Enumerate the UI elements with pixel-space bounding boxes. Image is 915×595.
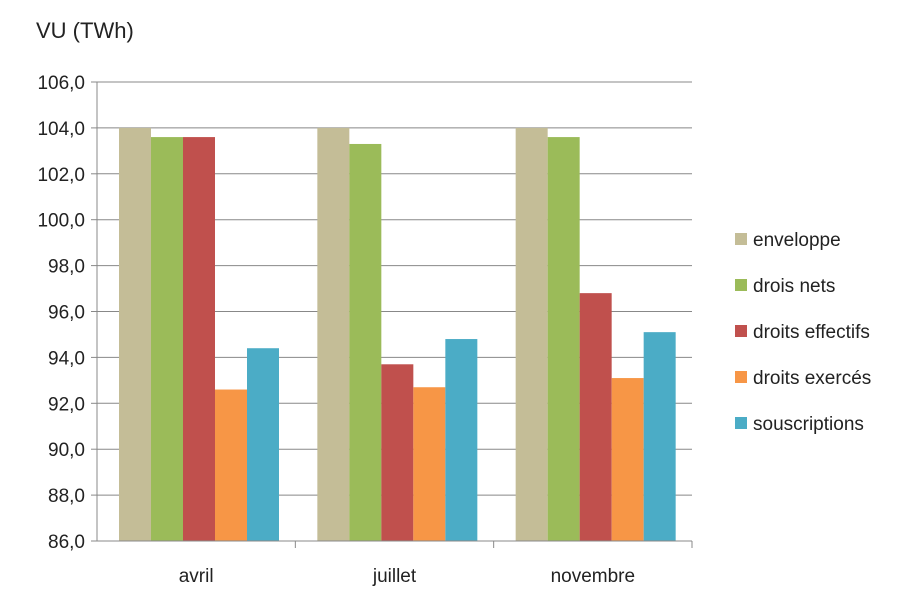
y-tick-label: 88,0 [48, 486, 85, 507]
legend-swatch [735, 279, 747, 291]
bar-souscriptions-juillet [445, 339, 478, 541]
y-tick-label: 92,0 [48, 394, 85, 415]
bar-enveloppe-avril [119, 127, 151, 542]
legend-swatch [735, 417, 747, 429]
legend-label: drois nets [753, 276, 835, 297]
bar-droits-effectifs-novembre [579, 293, 612, 541]
legend-label: souscriptions [753, 414, 864, 435]
x-category-label: avril [179, 566, 214, 587]
bar-enveloppe-novembre [515, 127, 548, 542]
y-tick-label: 100,0 [37, 211, 85, 232]
y-tick-label: 98,0 [48, 257, 85, 278]
legend-swatch [735, 233, 747, 245]
legend-label: enveloppe [753, 230, 841, 251]
y-tick-label: 96,0 [48, 303, 85, 324]
bar-drois-nets-avril [151, 137, 183, 541]
x-category-label: novembre [551, 566, 636, 587]
legend: enveloppe drois nets droits effectifs droit… [735, 230, 871, 435]
y-tick-label: 94,0 [48, 348, 85, 369]
y-tick-label: 86,0 [48, 532, 85, 553]
bars [119, 127, 676, 542]
bar-souscriptions-avril [247, 348, 279, 541]
y-tick-label: 104,0 [37, 119, 85, 140]
y-tick-label: 106,0 [37, 73, 85, 94]
bar-droits-exercés-avril [215, 389, 247, 541]
bar-drois-nets-juillet [349, 143, 382, 541]
bar-souscriptions-novembre [643, 332, 676, 541]
x-category-labels: avril juillet novembre [179, 541, 693, 587]
bar-drois-nets-novembre [547, 137, 580, 541]
y-tick-labels: 86,0 88,0 90,0 92,0 94,0 96,0 98,0 100,0 102,0 10… [37, 73, 97, 553]
bar-droits-effectifs-juillet [381, 364, 414, 541]
y-axis-label: VU (TWh) [36, 18, 134, 43]
bar-droits-effectifs-avril [183, 137, 215, 541]
legend-label: droits exercés [753, 368, 871, 389]
bar-droits-exercés-juillet [413, 387, 446, 541]
legend-swatch [735, 325, 747, 337]
bar-droits-exercés-novembre [611, 378, 644, 541]
legend-swatch [735, 371, 747, 383]
y-tick-label: 90,0 [48, 440, 85, 461]
bar-enveloppe-juillet [317, 127, 350, 542]
y-tick-label: 102,0 [37, 165, 85, 186]
x-category-label: juillet [372, 566, 417, 587]
legend-label: droits effectifs [753, 322, 870, 343]
